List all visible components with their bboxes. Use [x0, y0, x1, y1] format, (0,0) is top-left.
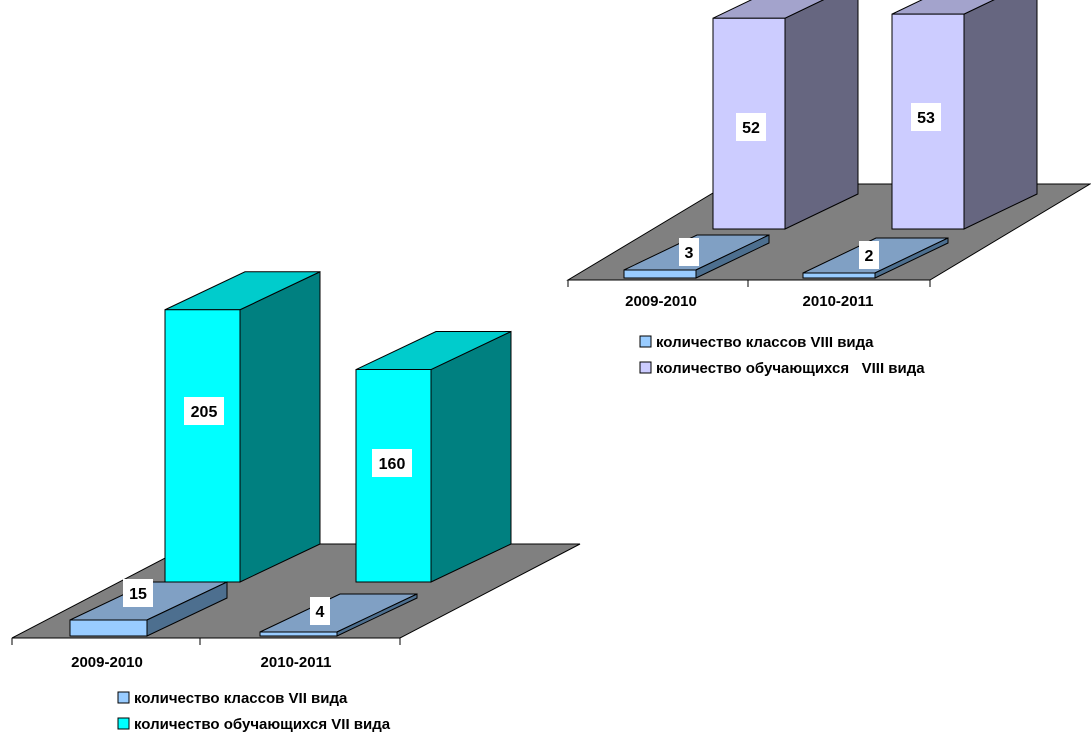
data-label-series2-2010-2011-bg [911, 103, 941, 131]
bar-series2-2010-2011 [891, 0, 1038, 230]
bar-series1-front [623, 269, 697, 279]
x-tick-label: 2009-2010 [71, 654, 143, 671]
legend-swatch [639, 361, 652, 374]
data-label-series2-2009-2010-text: 52 [742, 120, 760, 137]
data-label-series1-2009-2010-bg [679, 238, 699, 266]
data-label-series1-2010-2011-bg [310, 597, 330, 625]
legend: количество классов VII вида количество об… [117, 690, 391, 733]
legend-swatch [117, 717, 130, 730]
legend: количество классов VIII вида количество о… [639, 334, 925, 377]
data-label-series1-2009-2010: 15 [123, 579, 153, 607]
data-label-series1-2009-2010-bg [123, 579, 153, 607]
legend-swatch [639, 335, 652, 348]
data-label-series1-2009-2010-text: 3 [685, 245, 694, 262]
bar-series2-2009-2010 [164, 270, 321, 583]
data-label-series2-2010-2011: 53 [911, 103, 941, 131]
data-label-series1-2010-2011: 4 [310, 597, 330, 625]
data-label-series2-2010-2011-text: 160 [379, 456, 406, 473]
bar-series2-2009-2010 [712, 0, 859, 230]
data-label-series1-2009-2010: 3 [679, 238, 699, 266]
data-label-series1-2010-2011-text: 2 [865, 248, 874, 265]
legend-label: количество обучающихся VII вида [134, 716, 391, 733]
data-label-series2-2009-2010: 205 [184, 397, 224, 425]
data-label-series2-2009-2010-text: 205 [191, 404, 218, 421]
bar-series2-2009-2010-side [784, 0, 859, 230]
bar-series1-front [69, 619, 148, 637]
x-tick-label: 2010-2011 [803, 293, 874, 310]
legend-label: количество обучающихся VIII вида [656, 360, 925, 377]
data-label-series1-2010-2011: 2 [859, 241, 879, 269]
legend-label: количество классов VIII вида [656, 334, 874, 351]
data-label-series2-2010-2011: 160 [372, 449, 412, 477]
x-tick-label: 2009-2010 [625, 293, 697, 310]
data-label-series1-2009-2010-text: 15 [129, 586, 147, 603]
bar-series2-2009-2010-side [239, 270, 321, 583]
legend-swatch [117, 691, 130, 704]
chart-1: 15 4 205 160 2009-2010 2010-2011 количество кл… [11, 270, 581, 733]
data-label-series1-2010-2011-bg [859, 241, 879, 269]
bar-series1-front [259, 631, 338, 637]
data-label-series2-2010-2011-bg [372, 449, 412, 477]
chart-2: 3 2 52 53 2009-2010 2010-2011 количество класс… [566, 0, 1091, 377]
x-tick-label: 2010-2011 [261, 654, 332, 671]
data-label-series2-2009-2010: 52 [736, 113, 766, 141]
data-label-series2-2010-2011-text: 53 [917, 110, 935, 127]
data-label-series1-2010-2011-text: 4 [316, 604, 325, 621]
data-label-series2-2009-2010-bg [736, 113, 766, 141]
bar-series2-2010-2011-side [430, 330, 512, 583]
bar-series1-front [802, 272, 876, 279]
bar-series2-2009-2010-front [164, 309, 241, 583]
data-label-series2-2009-2010-bg [184, 397, 224, 425]
bar-series2-2010-2011-side [963, 0, 1038, 230]
legend-label: количество классов VII вида [134, 690, 348, 707]
